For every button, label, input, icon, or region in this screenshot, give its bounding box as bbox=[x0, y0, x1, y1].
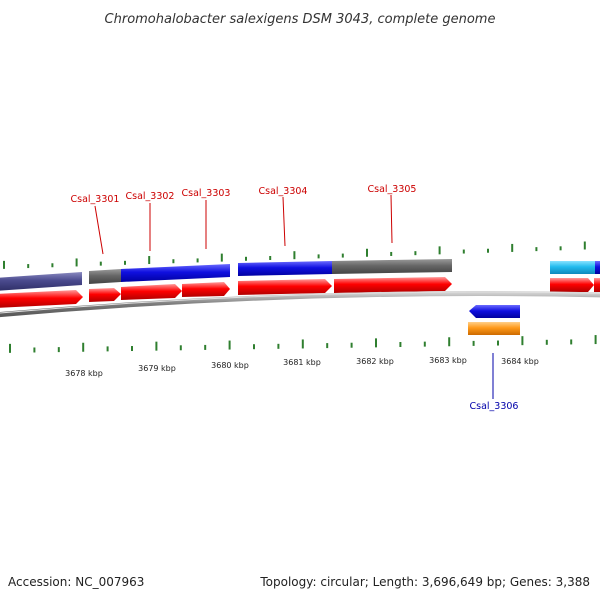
ruler-label: 3683 kbp bbox=[429, 356, 467, 365]
ruler-label: 3682 kbp bbox=[356, 357, 394, 366]
cds-arrow bbox=[238, 279, 332, 295]
genome-backbone-highlight bbox=[0, 291, 600, 314]
gene-label[interactable]: Csal_3301 bbox=[71, 194, 120, 205]
cds-arrow bbox=[550, 278, 594, 292]
gene-label[interactable]: Csal_3306 bbox=[470, 401, 519, 412]
ruler-label: 3684 kbp bbox=[501, 357, 539, 366]
reverse-cds-arrow bbox=[469, 305, 520, 318]
gene-label[interactable]: Csal_3302 bbox=[126, 191, 175, 202]
feature-gray-right bbox=[332, 259, 452, 274]
cds-arrow bbox=[0, 290, 83, 308]
genome-backbone bbox=[0, 291, 600, 318]
upper-tick-ruler bbox=[3, 241, 586, 269]
lower-tick-ruler bbox=[9, 335, 597, 353]
gene-label[interactable]: Csal_3303 bbox=[182, 188, 231, 199]
ruler-label: 3678 kbp bbox=[65, 369, 103, 378]
genome-summary-text: Topology: circular; Length: 3,696,649 bp… bbox=[259, 575, 590, 589]
feature-blue-2 bbox=[238, 261, 332, 276]
gene-labels: Csal_3301 Csal_3302 Csal_3303 Csal_3304 Csal… bbox=[71, 184, 519, 412]
gene-leader-line bbox=[94, 205, 104, 255]
gene-leader-line bbox=[282, 196, 286, 247]
gene-leader-line bbox=[390, 194, 393, 244]
feature-track bbox=[0, 259, 600, 291]
ruler-label: 3680 kbp bbox=[211, 361, 249, 370]
gene-label[interactable]: Csal_3305 bbox=[368, 184, 417, 195]
cds-arrow bbox=[334, 277, 452, 293]
cds-arrow bbox=[594, 278, 600, 292]
ruler-labels: 3678 kbp 3679 kbp 3680 kbp 3681 kbp 3682 kbp… bbox=[65, 356, 539, 378]
feature-slate bbox=[0, 272, 82, 291]
gene-label[interactable]: Csal_3304 bbox=[259, 186, 308, 197]
cds-arrow bbox=[121, 284, 182, 300]
reverse-feature-orange bbox=[468, 322, 520, 335]
ruler-label: 3681 kbp bbox=[283, 358, 321, 367]
accession-text: Accession: NC_007963 bbox=[8, 575, 144, 589]
reverse-feature-track bbox=[468, 305, 520, 335]
feature-cyan bbox=[550, 261, 597, 274]
cds-arrow bbox=[182, 282, 230, 297]
ruler-label: 3679 kbp bbox=[138, 364, 176, 373]
feature-blue-1 bbox=[121, 264, 230, 282]
feature-gray-left bbox=[89, 269, 121, 284]
cds-arrow bbox=[89, 288, 121, 302]
feature-blue-edge bbox=[595, 261, 600, 274]
map-title: Chromohalobacter salexigens DSM 3043, co… bbox=[105, 12, 496, 27]
forward-cds-track bbox=[0, 277, 600, 308]
